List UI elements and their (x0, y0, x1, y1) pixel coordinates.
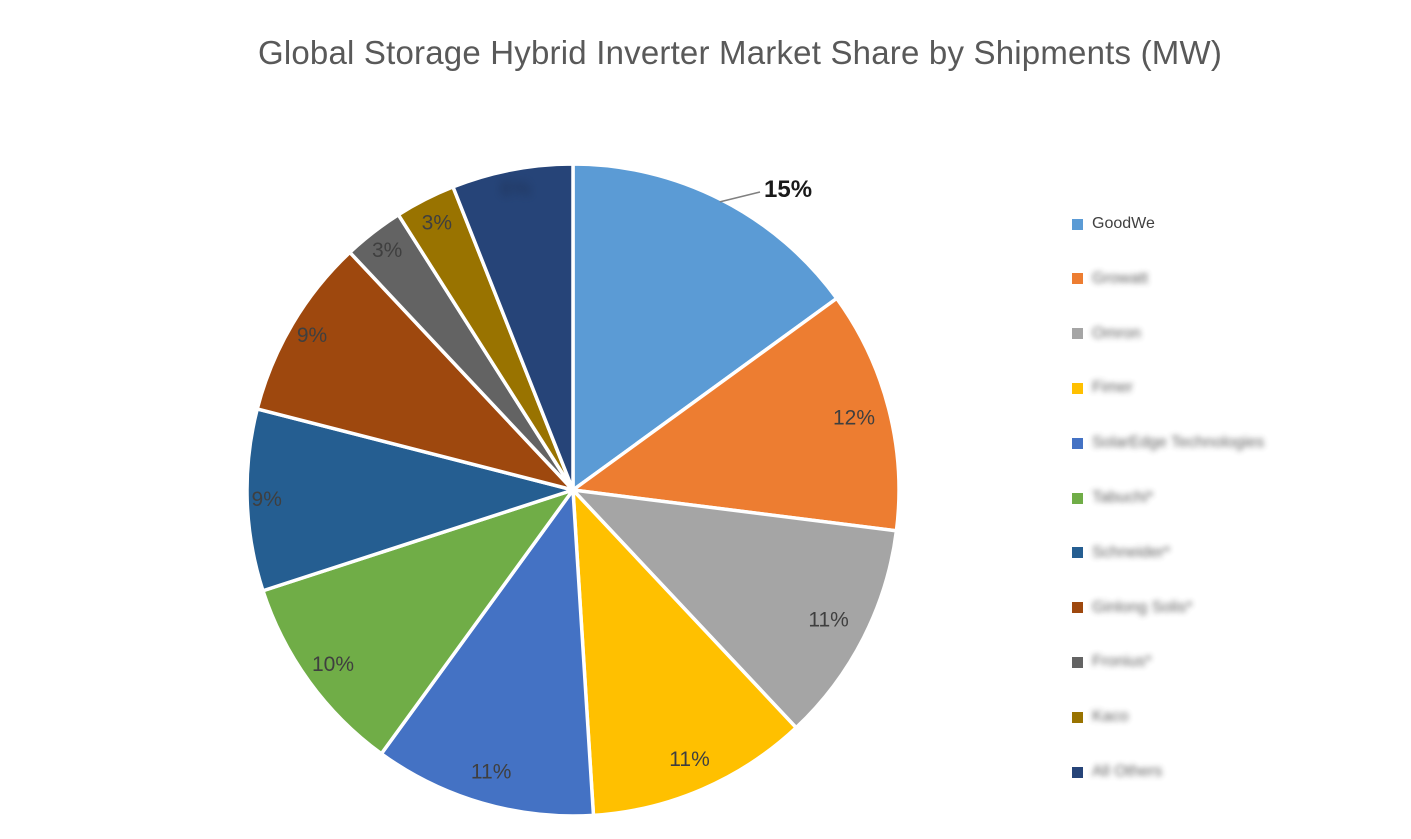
legend-label-kaco: Kaco (1092, 708, 1129, 726)
data-label-schneider: 9% (252, 488, 282, 511)
legend-item-omron: Omron (1072, 325, 1141, 343)
legend-swatch-fimer (1072, 382, 1083, 394)
pie-slice-ginlong (255, 250, 575, 492)
pie-slice-fimer (571, 488, 798, 818)
legend-item-kaco: Kaco (1072, 708, 1128, 726)
legend-swatch-growatt (1072, 273, 1083, 285)
legend-item-fimer: Fimer (1072, 379, 1133, 397)
legend-swatch-fronius (1072, 656, 1083, 668)
legend-label-solaredge: SolarEdge Technologies (1092, 434, 1265, 452)
legend-swatch-omron (1072, 328, 1083, 340)
legend-swatch-schneider (1072, 547, 1083, 559)
legend-label-fronius: Fronius* (1092, 653, 1152, 671)
legend-item-growatt: Growatt (1072, 270, 1148, 288)
data-label-growatt: 12% (833, 406, 875, 429)
pie-slice-omron (571, 488, 899, 730)
legend-item-all-others: All Others (1072, 763, 1162, 781)
data-label-all-others: 6% (500, 177, 530, 200)
legend-item-schneider: Schneider* (1072, 544, 1170, 562)
legend-item-goodwe: GoodWe (1072, 215, 1155, 233)
chart-title: Global Storage Hybrid Inverter Market Sh… (257, 34, 1223, 71)
data-label-fronius: 3% (372, 239, 402, 262)
legend-swatch-solaredge (1072, 437, 1083, 449)
pie-slice-solaredge (379, 488, 596, 818)
pie-slice-growatt (571, 296, 901, 533)
legend-label-all-others: All Others (1092, 763, 1163, 780)
data-label-goodwe: 15% (764, 176, 812, 203)
legend-item-fronius: Fronius* (1072, 653, 1152, 671)
legend-item-tabuchi: Tabuchi* (1072, 489, 1153, 507)
legend-label-schneider: Schneider* (1092, 543, 1171, 561)
pie-slice-schneider (245, 407, 575, 593)
data-label-ginlong: 9% (297, 324, 327, 347)
data-label-solaredge: 11% (471, 760, 511, 783)
legend-swatch-tabuchi (1072, 492, 1083, 504)
data-label-tabuchi: 10% (312, 653, 354, 676)
legend-label-omron: Omron (1092, 324, 1141, 342)
legend-swatch-goodwe (1072, 218, 1083, 230)
legend-label-goodwe: GoodWe (1092, 215, 1155, 232)
legend-swatch-ginlong (1072, 602, 1083, 614)
legend-swatch-kaco (1072, 711, 1083, 723)
data-label-kaco: 3% (422, 211, 452, 234)
legend-label-growatt: Growatt (1092, 269, 1149, 287)
pie-slice-all-others (451, 162, 575, 492)
legend-swatch-all-others (1072, 766, 1083, 778)
legend-item-solaredge: SolarEdge Technologies (1072, 434, 1264, 452)
leader-line-goodwe (719, 191, 761, 203)
data-label-fimer: 11% (669, 748, 709, 771)
data-label-omron: 11% (808, 609, 848, 632)
legend-label-tabuchi: Tabuchi* (1092, 489, 1154, 506)
pie-slice-tabuchi (261, 488, 575, 756)
legend-label-fimer: Fimer (1092, 379, 1133, 397)
legend-label-ginlong: Ginlong Solis* (1092, 598, 1193, 616)
legend-item-ginlong: Ginlong Solis* (1072, 599, 1193, 617)
pie-slice-goodwe (571, 162, 839, 492)
